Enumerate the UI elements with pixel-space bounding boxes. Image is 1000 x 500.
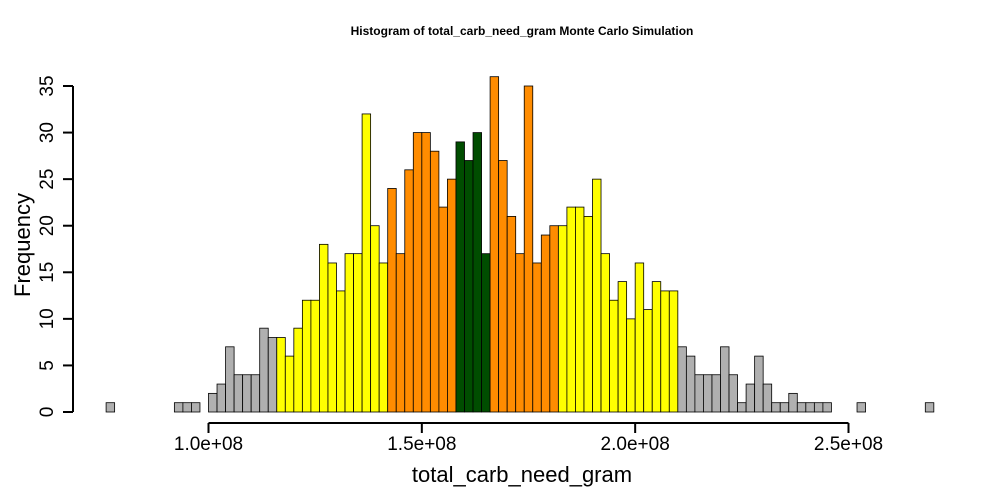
histogram-bar [711,374,721,413]
histogram-bar [327,262,337,413]
histogram-bar [796,402,807,413]
histogram-bar [609,299,619,413]
histogram-bar [583,215,593,413]
histogram-bar [643,309,653,413]
histogram-bar [703,374,713,413]
histogram-bar [720,346,730,413]
histogram-bar [498,160,508,413]
histogram-bar [592,178,602,413]
histogram-bar [788,392,798,413]
x-tick-label: 2.5e+08 [814,434,883,455]
bars-group [105,76,935,413]
y-axis-ticks: 0 5 10 15 20 25 30 35 [37,75,73,417]
histogram-bar [233,374,244,413]
y-tick-label: 5 [37,360,58,371]
histogram-bar [651,281,662,413]
histogram-bar [429,150,440,413]
y-tick-label: 20 [37,215,58,236]
histogram-bar [660,290,670,413]
histogram-bar [515,253,525,413]
histogram-bar [472,132,482,413]
histogram-bar [173,402,184,413]
histogram-bar [771,402,781,413]
histogram-bar [762,383,773,413]
histogram-bar [557,225,568,413]
x-axis-ticks: 1.0e+08 1.5e+08 2.0e+08 2.5e+08 [174,423,883,455]
x-axis-label: total_carb_need_gram [412,462,632,487]
histogram-bar [549,225,559,413]
histogram-bar [182,402,192,413]
histogram-bar [216,383,226,413]
histogram-bar [447,178,457,413]
histogram-bar [626,318,636,413]
histogram-bar [208,392,218,413]
histogram-bar [191,402,201,413]
y-tick-label: 25 [37,169,58,190]
histogram-bar [404,169,414,413]
histogram-bar [532,262,542,413]
histogram-bar [284,355,295,413]
histogram-bar [600,253,610,413]
histogram-bar [370,225,380,413]
histogram-bar [805,402,815,413]
histogram-bar [822,402,832,413]
histogram-bar [412,132,423,413]
histogram-bar [489,76,500,413]
histogram-bar [293,327,303,413]
histogram-bar [685,355,696,413]
histogram-bar [421,132,431,413]
histogram-bar [481,253,491,413]
histogram-bar [523,85,534,413]
histogram-bar [259,327,269,413]
histogram-bar [566,206,576,413]
y-axis-label: Frequency [10,193,35,297]
histogram-bar [813,402,824,413]
histogram-bar [310,299,320,413]
histogram-bar [694,374,704,413]
histogram-bar [361,113,372,413]
histogram-bar [617,281,628,413]
chart-title: Histogram of total_carb_need_gram Monte … [351,24,694,38]
histogram-bar [506,215,517,413]
histogram-bar [242,374,252,413]
histogram-bar [575,206,585,413]
x-tick-label: 2.0e+08 [601,434,670,455]
x-tick-label: 1.5e+08 [387,434,456,455]
histogram-bar [634,262,645,413]
histogram-bar [677,346,687,413]
histogram-bar [336,290,346,413]
histogram-bar [395,253,406,413]
histogram-bar [267,337,278,413]
histogram-bar [225,346,235,413]
histogram-bar [319,243,329,413]
histogram-bar [276,337,286,413]
histogram-bar [668,290,679,413]
histogram-bar [924,402,935,413]
histogram-bar [779,402,790,413]
histogram-bar [464,160,474,413]
y-tick-label: 30 [37,122,58,143]
histogram-bar [754,355,764,413]
histogram-bar [438,206,448,413]
histogram-bar [737,402,747,413]
y-tick-label: 15 [37,262,58,283]
histogram-bar [387,188,397,413]
histogram-bar [745,383,756,413]
histogram-bar [540,234,551,413]
y-tick-label: 35 [37,75,58,96]
histogram-bar [353,253,363,413]
histogram-bar [250,374,261,413]
histogram-bar [378,262,389,413]
x-tick-label: 1.0e+08 [174,434,243,455]
y-tick-label: 0 [37,407,58,418]
y-tick-label: 10 [37,308,58,329]
histogram-bar [344,253,354,413]
histogram-bar [455,141,465,413]
histogram-bar [105,402,116,413]
histogram-bar [856,402,866,413]
histogram-bar [728,374,738,413]
histogram-bar [301,299,312,413]
